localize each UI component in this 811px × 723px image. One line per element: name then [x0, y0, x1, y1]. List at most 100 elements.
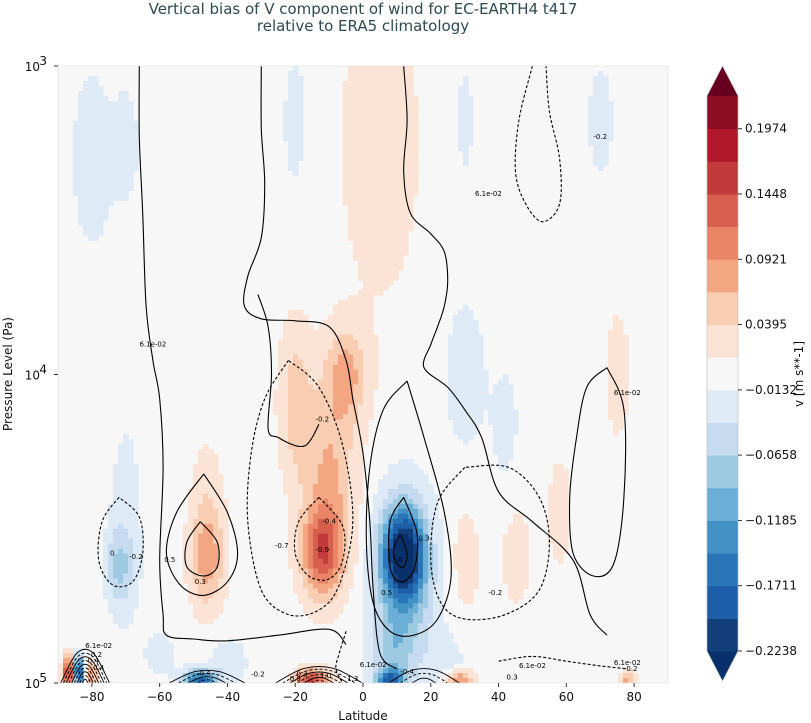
bias-cell: [593, 75, 599, 82]
bias-cell: [408, 523, 414, 530]
bias-cell: [438, 538, 444, 545]
bias-cell: [218, 478, 224, 485]
bias-cell: [363, 419, 369, 425]
bias-cell: [463, 349, 469, 356]
bias-cell: [198, 563, 204, 570]
bias-cell: [203, 603, 209, 609]
bias-cell: [123, 95, 129, 102]
bias-cell: [363, 583, 369, 590]
bias-cell: [438, 653, 444, 659]
bias-cell: [78, 170, 84, 177]
bias-cell: [343, 299, 349, 306]
bias-cell: [273, 389, 279, 396]
bias-cell: [388, 668, 394, 674]
bias-cell: [623, 334, 629, 341]
x-tick-label: −60: [147, 690, 172, 704]
bias-cell: [298, 399, 304, 405]
bias-cell: [88, 105, 94, 112]
colorbar-segment: [707, 128, 738, 162]
bias-cell: [68, 673, 74, 679]
bias-cell: [108, 115, 114, 122]
colorbar-tick-label: −0.0658: [745, 448, 797, 462]
bias-cell: [353, 215, 359, 221]
bias-cell: [448, 633, 454, 639]
bias-cell: [348, 294, 354, 301]
bias-cell: [208, 603, 214, 609]
bias-cell: [383, 125, 389, 132]
bias-cell: [308, 469, 314, 475]
bias-cell: [88, 80, 94, 87]
bias-cell: [353, 364, 359, 371]
bias-cell: [363, 210, 369, 216]
bias-cell: [468, 110, 474, 117]
bias-cell: [303, 389, 309, 396]
bias-cell: [303, 588, 309, 595]
bias-cell: [308, 454, 314, 460]
bias-cell: [343, 424, 349, 430]
bias-cell: [388, 623, 394, 629]
bias-cell: [633, 673, 639, 679]
bias-cell: [308, 449, 314, 455]
bias-cell: [198, 573, 204, 580]
bias-cell: [323, 354, 329, 361]
bias-cell: [398, 648, 404, 654]
bias-cell: [448, 404, 454, 410]
bias-cell: [293, 523, 299, 530]
bias-cell: [493, 449, 499, 455]
bias-cell: [348, 508, 354, 515]
bias-cell: [323, 384, 329, 391]
bias-cell: [423, 518, 429, 525]
bias-cell: [373, 668, 379, 674]
bias-cell: [213, 658, 219, 664]
bias-cell: [378, 284, 384, 291]
bias-cell: [408, 543, 414, 550]
bias-cell: [313, 518, 319, 525]
bias-cell: [343, 304, 349, 311]
surface-contour-line: [169, 669, 246, 683]
bias-cell: [448, 359, 454, 366]
bias-cell: [363, 255, 369, 261]
bias-cell: [508, 583, 514, 590]
bias-cell: [558, 493, 564, 500]
bias-cell: [408, 140, 414, 147]
chart-title-line-2: relative to ERA5 climatology: [257, 17, 469, 35]
bias-cell: [298, 75, 304, 82]
bias-cell: [303, 478, 309, 485]
bias-cell: [468, 404, 474, 410]
bias-cell: [513, 523, 519, 530]
bias-cell: [463, 364, 469, 371]
bias-cell: [98, 215, 104, 221]
bias-cell: [348, 155, 354, 162]
bias-cell: [323, 454, 329, 460]
bias-cell: [428, 508, 434, 515]
bias-cell: [333, 409, 339, 415]
bias-cell: [383, 175, 389, 182]
bias-cell: [343, 105, 349, 112]
bias-cell: [333, 399, 339, 405]
bias-cell: [103, 190, 109, 196]
bias-cell: [458, 95, 464, 102]
bias-cell: [288, 493, 294, 500]
bias-cell: [433, 523, 439, 530]
bias-cell: [328, 483, 334, 490]
bias-cell: [418, 538, 424, 545]
bias-cell: [333, 459, 339, 465]
bias-cell: [128, 488, 134, 495]
bias-cell: [553, 488, 559, 495]
bias-cell: [438, 623, 444, 629]
bias-cell: [133, 498, 139, 505]
bias-cell: [123, 180, 129, 187]
bias-cell: [348, 573, 354, 580]
bias-cell: [108, 130, 114, 137]
bias-cell: [133, 493, 139, 500]
bias-cell: [383, 105, 389, 112]
bias-cell: [203, 568, 209, 575]
bias-cell: [298, 663, 304, 669]
bias-cell: [378, 573, 384, 580]
bias-cell: [193, 469, 199, 475]
bias-cell: [133, 558, 139, 565]
bias-cell: [303, 583, 309, 590]
bias-cell: [328, 459, 334, 465]
bias-cell: [308, 508, 314, 515]
bias-cell: [413, 483, 419, 490]
